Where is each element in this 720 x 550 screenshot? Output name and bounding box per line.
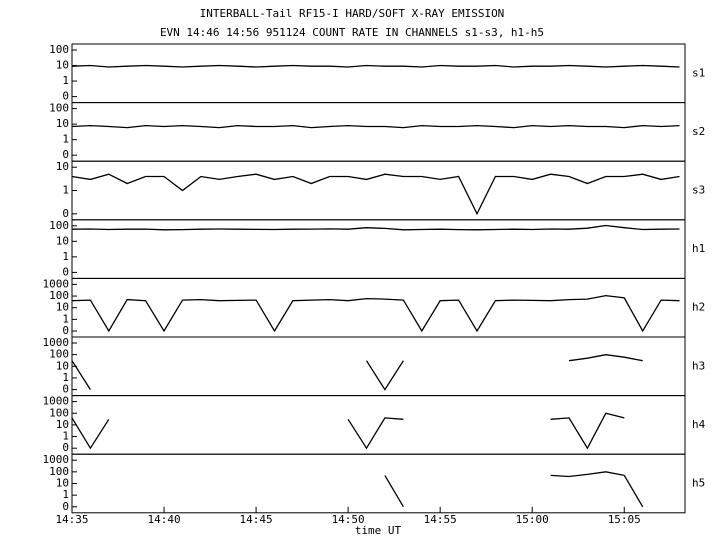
y-tick-label: 10 bbox=[56, 234, 69, 247]
y-tick-label: 1 bbox=[62, 371, 69, 384]
y-tick-label: 1 bbox=[62, 133, 69, 146]
panel-label: s1 bbox=[692, 66, 705, 79]
y-tick-label: 100 bbox=[49, 43, 69, 56]
panel-frame bbox=[71, 336, 686, 397]
y-tick-label: 1 bbox=[62, 250, 69, 263]
x-axis-label: time UT bbox=[355, 524, 402, 537]
y-tick-label: 10 bbox=[56, 160, 69, 173]
y-tick-label: 0 bbox=[62, 441, 69, 454]
panel-frame bbox=[71, 277, 686, 338]
y-tick-label: 10 bbox=[56, 301, 69, 314]
panel-frame bbox=[71, 160, 686, 221]
x-tick-label: 14:50 bbox=[332, 513, 365, 526]
y-tick-label: 0 bbox=[62, 148, 69, 161]
series-line bbox=[71, 64, 680, 68]
chart-title: INTERBALL-Tail RF15-I HARD/SOFT X-RAY EM… bbox=[200, 7, 505, 20]
y-tick-label: 10 bbox=[56, 477, 69, 490]
y-tick-label: 100 bbox=[49, 219, 69, 232]
panel-label: h3 bbox=[692, 359, 705, 372]
panel-label: h1 bbox=[692, 242, 705, 255]
series-line bbox=[71, 294, 680, 333]
y-tick-label: 0 bbox=[62, 500, 69, 513]
y-tick-label: 0 bbox=[62, 207, 69, 220]
panel-label: s3 bbox=[692, 184, 705, 197]
y-tick-label: 10 bbox=[56, 359, 69, 372]
series-line bbox=[71, 224, 680, 231]
y-tick-label: 1 bbox=[62, 312, 69, 325]
panel-frame bbox=[71, 453, 686, 514]
y-tick-label: 0 bbox=[62, 90, 69, 103]
chart-subtitle: EVN 14:46 14:56 951124 COUNT RATE IN CHA… bbox=[160, 26, 544, 39]
panel-label: h4 bbox=[692, 418, 706, 431]
y-tick-label: 100 bbox=[49, 102, 69, 115]
y-tick-label: 100 bbox=[49, 465, 69, 478]
x-tick-label: 14:40 bbox=[147, 513, 180, 526]
panel-frame bbox=[71, 43, 686, 104]
y-tick-label: 0 bbox=[62, 383, 69, 396]
series-line bbox=[71, 354, 643, 391]
panel-frame bbox=[71, 395, 686, 455]
y-tick-label: 10 bbox=[56, 418, 69, 431]
panel-label: h5 bbox=[692, 477, 705, 490]
x-tick-label: 14:45 bbox=[240, 513, 273, 526]
y-tick-label: 1 bbox=[62, 488, 69, 501]
x-tick-label: 15:00 bbox=[516, 513, 549, 526]
series-line bbox=[384, 471, 644, 508]
panel-label: s2 bbox=[692, 125, 705, 138]
y-tick-label: 10 bbox=[56, 59, 69, 72]
y-tick-label: 1 bbox=[62, 430, 69, 443]
y-tick-label: 1 bbox=[62, 74, 69, 87]
y-tick-label: 1 bbox=[62, 184, 69, 197]
y-tick-label: 1000 bbox=[43, 453, 70, 466]
y-tick-label: 100 bbox=[49, 289, 69, 302]
y-tick-label: 1000 bbox=[43, 336, 70, 349]
y-tick-label: 100 bbox=[49, 406, 69, 419]
panel-frame bbox=[71, 102, 686, 162]
y-tick-label: 1000 bbox=[43, 277, 70, 290]
y-tick-label: 1000 bbox=[43, 395, 70, 408]
x-tick-label: 15:05 bbox=[608, 513, 641, 526]
y-tick-label: 0 bbox=[62, 324, 69, 337]
x-tick-label: 14:55 bbox=[424, 513, 457, 526]
y-tick-label: 10 bbox=[56, 117, 69, 130]
series-line bbox=[71, 412, 625, 450]
panel-label: h2 bbox=[692, 301, 705, 314]
series-line bbox=[71, 124, 680, 129]
x-tick-label: 14:35 bbox=[55, 513, 88, 526]
y-tick-label: 100 bbox=[49, 348, 69, 361]
y-tick-label: 0 bbox=[62, 265, 69, 278]
series-line bbox=[71, 173, 680, 216]
